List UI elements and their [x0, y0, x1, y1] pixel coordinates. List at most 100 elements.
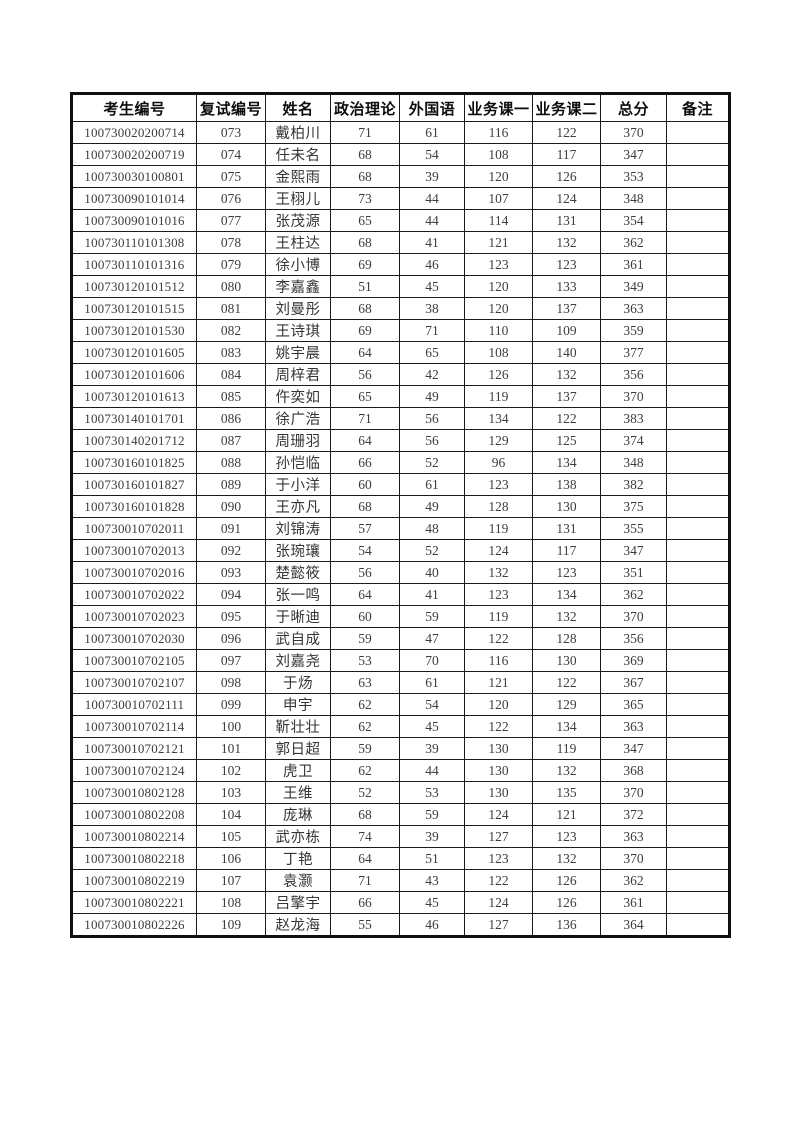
cell-retest_no: 103: [196, 781, 266, 804]
cell-name: 郭日超: [265, 737, 331, 760]
cell-politics: 69: [330, 253, 400, 276]
cell-course2: 131: [532, 209, 601, 232]
cell-name: 刘嘉尧: [265, 649, 331, 672]
cell-foreign_lang: 46: [399, 913, 465, 937]
cell-politics: 65: [330, 385, 400, 408]
cell-retest_no: 088: [196, 451, 266, 474]
cell-total: 361: [600, 253, 667, 276]
cell-course2: 123: [532, 561, 601, 584]
cell-name: 袁灏: [265, 869, 331, 892]
cell-name: 武自成: [265, 627, 331, 650]
cell-remark: [666, 385, 730, 408]
cell-course2: 129: [532, 693, 601, 716]
cell-course1: 124: [464, 891, 533, 914]
cell-course1: 123: [464, 583, 533, 606]
cell-foreign_lang: 61: [399, 121, 465, 144]
cell-foreign_lang: 61: [399, 473, 465, 496]
cell-candidate_no: 100730120101512: [71, 275, 197, 298]
cell-course1: 121: [464, 671, 533, 694]
cell-candidate_no: 100730090101016: [71, 209, 197, 232]
cell-retest_no: 093: [196, 561, 266, 584]
cell-retest_no: 095: [196, 605, 266, 628]
cell-course1: 121: [464, 231, 533, 254]
cell-retest_no: 082: [196, 319, 266, 342]
cell-course2: 132: [532, 231, 601, 254]
cell-politics: 59: [330, 737, 400, 760]
cell-name: 姚宇晨: [265, 341, 331, 364]
cell-candidate_no: 100730030100801: [71, 165, 197, 188]
cell-politics: 74: [330, 825, 400, 848]
table-row: 100730010802226 109 赵龙海 55 46 127 136 364: [71, 913, 730, 937]
cell-politics: 71: [330, 121, 400, 144]
cell-foreign_lang: 71: [399, 319, 465, 342]
cell-foreign_lang: 52: [399, 451, 465, 474]
cell-course1: 120: [464, 275, 533, 298]
cell-retest_no: 092: [196, 539, 266, 562]
table-row: 100730010702030 096 武自成 59 47 122 128 356: [71, 627, 730, 650]
cell-total: 354: [600, 209, 667, 232]
cell-course1: 120: [464, 693, 533, 716]
cell-foreign_lang: 44: [399, 187, 465, 210]
cell-remark: [666, 847, 730, 870]
cell-total: 370: [600, 605, 667, 628]
cell-total: 347: [600, 539, 667, 562]
cell-remark: [666, 451, 730, 474]
table-row: 100730120101530 082 王诗琪 69 71 110 109 359: [71, 319, 730, 342]
cell-remark: [666, 407, 730, 430]
cell-course2: 126: [532, 891, 601, 914]
cell-course1: 130: [464, 781, 533, 804]
cell-remark: [666, 605, 730, 628]
cell-course1: 119: [464, 605, 533, 628]
cell-total: 347: [600, 737, 667, 760]
cell-candidate_no: 100730160101825: [71, 451, 197, 474]
cell-candidate_no: 100730010702030: [71, 627, 197, 650]
cell-total: 356: [600, 627, 667, 650]
cell-course1: 120: [464, 297, 533, 320]
cell-foreign_lang: 54: [399, 693, 465, 716]
cell-candidate_no: 100730010802221: [71, 891, 197, 914]
cell-course2: 117: [532, 539, 601, 562]
cell-politics: 51: [330, 275, 400, 298]
cell-name: 戴柏川: [265, 121, 331, 144]
cell-foreign_lang: 65: [399, 341, 465, 364]
cell-remark: [666, 561, 730, 584]
cell-candidate_no: 100730160101827: [71, 473, 197, 496]
cell-remark: [666, 649, 730, 672]
table-row: 100730010802208 104 庞琳 68 59 124 121 372: [71, 803, 730, 826]
cell-name: 徐小博: [265, 253, 331, 276]
cell-course2: 138: [532, 473, 601, 496]
cell-course2: 125: [532, 429, 601, 452]
cell-remark: [666, 539, 730, 562]
cell-course2: 123: [532, 253, 601, 276]
cell-course2: 132: [532, 759, 601, 782]
column-header-course2: 业务课二: [532, 93, 601, 122]
cell-total: 355: [600, 517, 667, 540]
cell-name: 孙恺临: [265, 451, 331, 474]
cell-course1: 119: [464, 517, 533, 540]
cell-politics: 62: [330, 715, 400, 738]
cell-candidate_no: 100730120101605: [71, 341, 197, 364]
cell-remark: [666, 319, 730, 342]
cell-candidate_no: 100730010702121: [71, 737, 197, 760]
cell-name: 申宇: [265, 693, 331, 716]
cell-politics: 60: [330, 605, 400, 628]
cell-politics: 64: [330, 583, 400, 606]
cell-total: 356: [600, 363, 667, 386]
cell-total: 347: [600, 143, 667, 166]
cell-candidate_no: 100730010702023: [71, 605, 197, 628]
table-row: 100730120101606 084 周梓君 56 42 126 132 356: [71, 363, 730, 386]
cell-name: 任未名: [265, 143, 331, 166]
column-header-total: 总分: [600, 93, 667, 122]
cell-retest_no: 096: [196, 627, 266, 650]
score-table: 考生编号 复试编号 姓名 政治理论 外国语 业务课一 业务课二 总分 备注 1007300202…: [70, 92, 731, 938]
cell-foreign_lang: 45: [399, 715, 465, 738]
table-row: 100730010802214 105 武亦栋 74 39 127 123 363: [71, 825, 730, 848]
cell-candidate_no: 100730010802208: [71, 803, 197, 826]
table-row: 100730010702114 100 靳壮壮 62 45 122 134 363: [71, 715, 730, 738]
cell-course1: 126: [464, 363, 533, 386]
cell-course2: 122: [532, 121, 601, 144]
column-header-candidate_no: 考生编号: [71, 93, 197, 122]
cell-politics: 68: [330, 495, 400, 518]
cell-name: 李嘉鑫: [265, 275, 331, 298]
table-row: 100730120101515 081 刘曼彤 68 38 120 137 363: [71, 297, 730, 320]
